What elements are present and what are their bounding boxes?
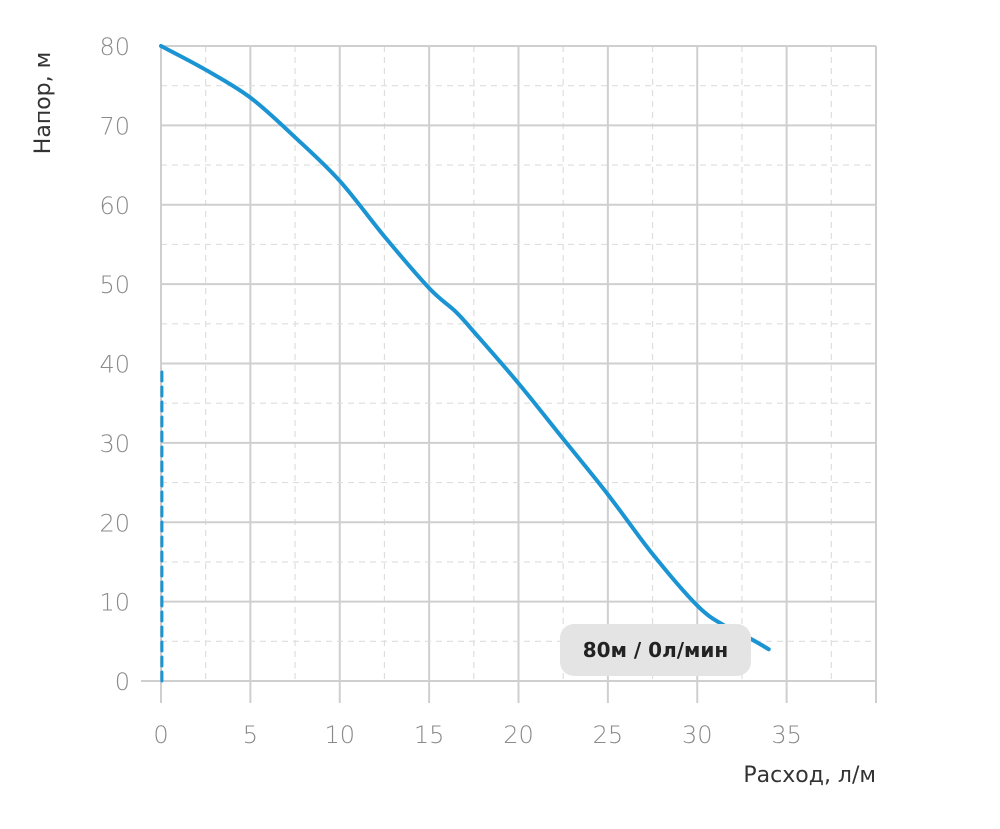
x-axis-label: Расход, л/м [743,763,876,788]
x-tick-label: 35 [771,721,802,749]
annotation-badge-background [560,624,751,676]
x-tick-label: 10 [324,721,355,749]
y-tick-label: 80 [99,33,130,61]
y-tick-label: 50 [99,271,130,299]
grid [161,45,877,681]
series-layer [159,44,771,683]
x-tick-label: 15 [414,721,445,749]
x-tick-label: 5 [243,721,258,749]
x-tick-label: 20 [503,721,534,749]
y-tick-label: 70 [99,112,130,140]
y-tick-label: 30 [99,430,130,458]
y-tick-label: 10 [99,589,130,617]
head-flow-curve [159,44,771,652]
y-tick-label: 20 [99,509,130,537]
x-tick-label: 0 [153,721,168,749]
y-axis-label: Напор, м [31,52,56,154]
y-tick-label: 60 [99,192,130,220]
annotation-badge: 80м / 0л/мин [560,624,751,676]
annotation-badge-text: 80м / 0л/мин [583,638,728,662]
y-tick-label: 40 [99,351,130,379]
y-tick-label: 0 [115,668,130,696]
x-tick-label: 30 [682,721,713,749]
x-tick-label: 25 [593,721,624,749]
tick-labels: 0 5 10 15 20 25 30 35 0 10 20 30 40 50 60 70 80 [99,33,801,749]
